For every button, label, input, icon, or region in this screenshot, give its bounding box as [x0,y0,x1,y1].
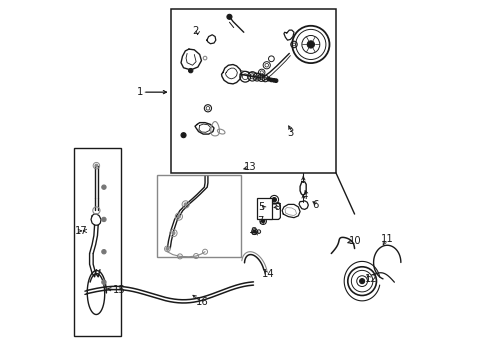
Text: 11: 11 [380,234,393,244]
Text: 3: 3 [287,129,293,138]
Text: 17: 17 [75,226,88,236]
Circle shape [102,249,106,254]
Circle shape [306,41,314,48]
Circle shape [261,220,264,223]
Text: 15: 15 [113,285,125,295]
Text: 2: 2 [192,26,199,36]
Circle shape [188,68,192,73]
Circle shape [359,279,364,284]
Circle shape [172,231,175,234]
Text: 13: 13 [244,162,256,172]
Bar [74,148,121,336]
Circle shape [177,215,180,218]
Circle shape [271,78,275,82]
Circle shape [102,280,106,284]
Text: 4: 4 [301,191,307,201]
Text: 5: 5 [258,202,264,212]
Text: 6: 6 [312,200,318,210]
Text: 8: 8 [249,227,256,237]
Text: 14: 14 [261,269,274,279]
Text: 7: 7 [257,216,263,226]
Bar [156,175,241,257]
Text: 16: 16 [196,297,208,307]
Text: 9: 9 [273,202,280,212]
Circle shape [95,164,98,167]
Text: 12: 12 [364,274,377,284]
Circle shape [271,198,276,202]
Circle shape [181,133,185,138]
Circle shape [102,185,106,189]
Circle shape [184,203,187,206]
Bar [171,9,335,173]
Circle shape [269,78,273,82]
Text: 1: 1 [137,87,143,97]
Circle shape [274,79,277,82]
Text: 10: 10 [348,236,360,246]
Circle shape [102,217,106,222]
Circle shape [165,247,168,250]
Circle shape [266,77,270,81]
Bar [257,198,271,220]
Circle shape [253,230,255,233]
Circle shape [226,14,231,19]
